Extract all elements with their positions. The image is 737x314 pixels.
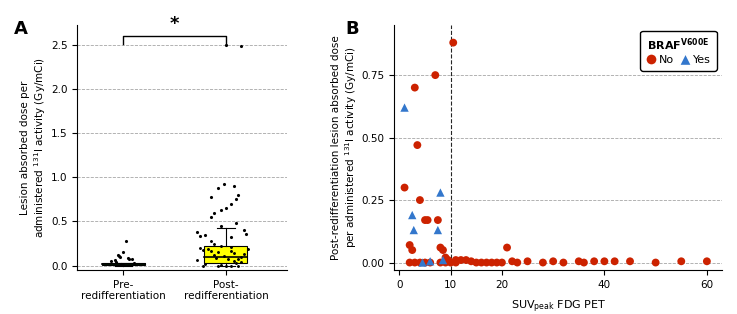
Point	[650, 260, 662, 265]
Point	[598, 259, 610, 264]
Point	[501, 245, 513, 250]
Point	[416, 260, 428, 265]
Point	[432, 228, 444, 233]
Point	[573, 259, 584, 264]
Point	[409, 260, 421, 265]
Point	[399, 105, 411, 110]
Y-axis label: Lesion absorbed dose per
administered $^{131}$I activity (Gy/mCi): Lesion absorbed dose per administered $^…	[20, 57, 48, 238]
Bar	[102, 263, 145, 265]
Point	[425, 260, 436, 265]
Point	[406, 247, 418, 252]
Point	[522, 259, 534, 264]
Point	[404, 242, 416, 247]
Point	[406, 213, 418, 218]
Point	[430, 73, 441, 78]
Point	[440, 255, 452, 260]
Text: SUV$_{\rm peak}$ FDG PET: SUV$_{\rm peak}$ FDG PET	[511, 298, 606, 314]
Point	[404, 260, 416, 265]
Point	[419, 260, 431, 265]
Point	[450, 257, 461, 263]
Point	[437, 257, 449, 263]
Point	[624, 259, 636, 264]
Bar	[204, 246, 248, 263]
Point	[675, 259, 687, 264]
Point	[408, 228, 419, 233]
Point	[496, 260, 508, 265]
Point	[455, 257, 467, 263]
Point	[435, 190, 447, 195]
Point	[470, 260, 482, 265]
Point	[486, 260, 497, 265]
Point	[588, 259, 600, 264]
Point	[444, 260, 456, 265]
Point	[701, 259, 713, 264]
Point	[465, 259, 477, 264]
Point	[409, 85, 421, 90]
Legend: No, Yes: No, Yes	[640, 31, 716, 71]
Point	[475, 260, 487, 265]
Point	[537, 260, 549, 265]
Text: B: B	[345, 20, 359, 38]
Point	[440, 260, 452, 265]
Point	[511, 260, 523, 265]
Text: *: *	[170, 15, 180, 33]
Y-axis label: Post-redifferentiation lesion absorbed dose
per administered $^{131}$I activity : Post-redifferentiation lesion absorbed d…	[330, 35, 359, 260]
Point	[435, 260, 447, 265]
Point	[447, 40, 459, 45]
Text: A: A	[15, 20, 28, 38]
Point	[442, 257, 454, 263]
Point	[557, 260, 569, 265]
Point	[419, 218, 431, 223]
Point	[425, 259, 436, 264]
Point	[414, 260, 426, 265]
Point	[414, 198, 426, 203]
Point	[411, 143, 423, 148]
Point	[422, 218, 433, 223]
Point	[460, 257, 472, 263]
Point	[437, 247, 449, 252]
Point	[432, 218, 444, 223]
Point	[481, 260, 492, 265]
Point	[609, 259, 621, 264]
Point	[506, 259, 518, 264]
Point	[450, 260, 461, 265]
Point	[491, 260, 503, 265]
Point	[435, 245, 447, 250]
Point	[578, 260, 590, 265]
Point	[548, 259, 559, 264]
Point	[399, 185, 411, 190]
